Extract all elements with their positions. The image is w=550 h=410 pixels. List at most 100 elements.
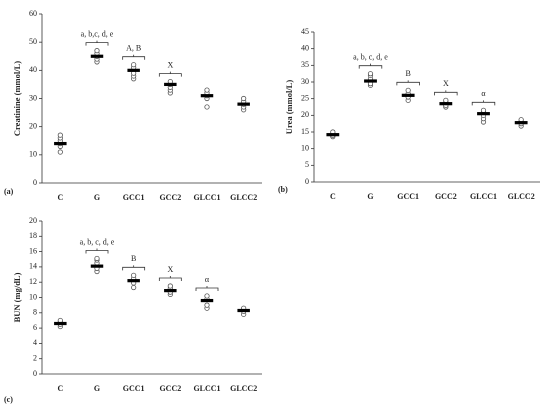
data-point <box>204 104 210 110</box>
data-point <box>131 272 137 278</box>
bracket <box>122 265 146 271</box>
annotation: α <box>481 89 486 98</box>
bracket <box>122 54 146 60</box>
bracket <box>85 248 109 254</box>
bracket <box>396 80 420 86</box>
y-tick-label: 18 <box>29 231 37 240</box>
mean-bar <box>364 79 377 83</box>
x-tick-label: GLCC2 <box>230 193 257 202</box>
mean-bar <box>237 102 250 106</box>
mean-bar <box>90 54 104 58</box>
y-tick-label: 15 <box>301 127 309 136</box>
data-point <box>204 87 210 93</box>
data-point <box>57 149 63 155</box>
y-tick-label: 0 <box>305 177 309 186</box>
data-point <box>405 87 411 93</box>
mean-bar <box>127 68 140 72</box>
y-axis-label: Urea (mmol/L) <box>284 80 294 135</box>
bracket <box>158 71 182 77</box>
y-axis-label: BUN (mg/dL) <box>12 272 22 322</box>
panel-label: (c) <box>4 395 13 404</box>
annotation: B <box>405 69 410 78</box>
x-tick-label: GCC2 <box>159 193 181 202</box>
x-tick-label: GLCC1 <box>193 384 220 393</box>
data-point <box>204 302 210 308</box>
annotation: B <box>131 254 136 263</box>
data-point <box>57 132 63 138</box>
annotation: X <box>167 60 173 69</box>
bracket <box>471 100 496 106</box>
mean-bar <box>127 279 140 283</box>
data-point <box>167 283 173 289</box>
data-point <box>131 62 137 68</box>
data-point <box>204 293 210 299</box>
y-tick-label: 30 <box>301 77 309 86</box>
data-point <box>94 255 100 262</box>
mean-bar <box>200 94 214 98</box>
data-point <box>94 48 100 54</box>
x-tick-label: GLCC1 <box>470 192 497 201</box>
y-tick-label: 30 <box>29 93 37 102</box>
y-tick-label: 20 <box>29 216 37 225</box>
annotation: a, b,c, d, e <box>81 29 114 38</box>
data-point <box>480 107 487 113</box>
data-point <box>131 284 137 291</box>
y-tick-label: 5 <box>305 160 309 169</box>
annotation: a, b, c, d, e <box>80 237 115 246</box>
x-tick-label: G <box>94 193 100 202</box>
y-tick-label: 40 <box>29 65 37 74</box>
y-tick-label: 16 <box>29 246 37 255</box>
data-point <box>367 71 374 77</box>
x-tick-label: GCC2 <box>435 192 457 201</box>
y-tick-label: 0 <box>33 178 37 187</box>
y-tick-label: 45 <box>301 27 309 36</box>
y-tick-label: 0 <box>33 369 37 378</box>
bracket <box>85 40 109 46</box>
annotation: X <box>167 265 173 274</box>
mean-bar <box>326 133 340 137</box>
y-tick-label: 4 <box>33 338 37 347</box>
y-tick-label: 12 <box>29 277 37 286</box>
x-tick-label: C <box>57 384 63 393</box>
y-tick-label: 10 <box>301 143 309 152</box>
y-tick-label: 14 <box>29 262 37 271</box>
mean-bar <box>514 121 528 125</box>
y-tick-label: 10 <box>29 150 37 159</box>
y-tick-label: 10 <box>29 292 37 301</box>
mean-bar <box>54 141 67 146</box>
bracket <box>358 63 383 69</box>
y-tick-label: 6 <box>33 323 37 332</box>
x-tick-label: C <box>57 193 63 202</box>
x-tick-label: GLCC2 <box>508 192 535 201</box>
x-tick-label: G <box>94 384 100 393</box>
x-tick-label: GCC1 <box>123 384 145 393</box>
mean-bar <box>164 82 177 87</box>
annotation: α <box>205 275 210 284</box>
x-tick-label: GCC1 <box>397 192 419 201</box>
y-axis-label: Creatinine (mmol/L) <box>12 61 22 136</box>
mean-bar <box>164 289 177 293</box>
y-tick-label: 25 <box>301 93 309 102</box>
mean-bar <box>401 93 415 97</box>
panel-label: (a) <box>4 187 14 196</box>
annotation: X <box>443 79 449 88</box>
x-tick-label: GLCC1 <box>193 193 220 202</box>
y-tick-label: 8 <box>33 308 37 317</box>
y-tick-label: 2 <box>33 354 37 363</box>
bracket <box>434 90 458 96</box>
x-tick-label: GCC1 <box>123 193 145 202</box>
mean-bar <box>54 321 67 326</box>
mean-bar <box>477 112 490 116</box>
y-tick-label: 40 <box>301 43 309 52</box>
x-tick-label: GLCC2 <box>230 384 257 393</box>
y-tick-label: 20 <box>301 110 309 119</box>
annotation: A, B <box>126 44 141 53</box>
y-tick-label: 35 <box>301 60 309 69</box>
mean-bar <box>90 264 104 268</box>
mean-bar <box>439 102 453 106</box>
data-point <box>443 97 449 103</box>
bracket <box>158 276 182 282</box>
data-point <box>241 95 247 102</box>
x-tick-label: GCC2 <box>159 384 181 393</box>
bracket <box>195 285 219 291</box>
